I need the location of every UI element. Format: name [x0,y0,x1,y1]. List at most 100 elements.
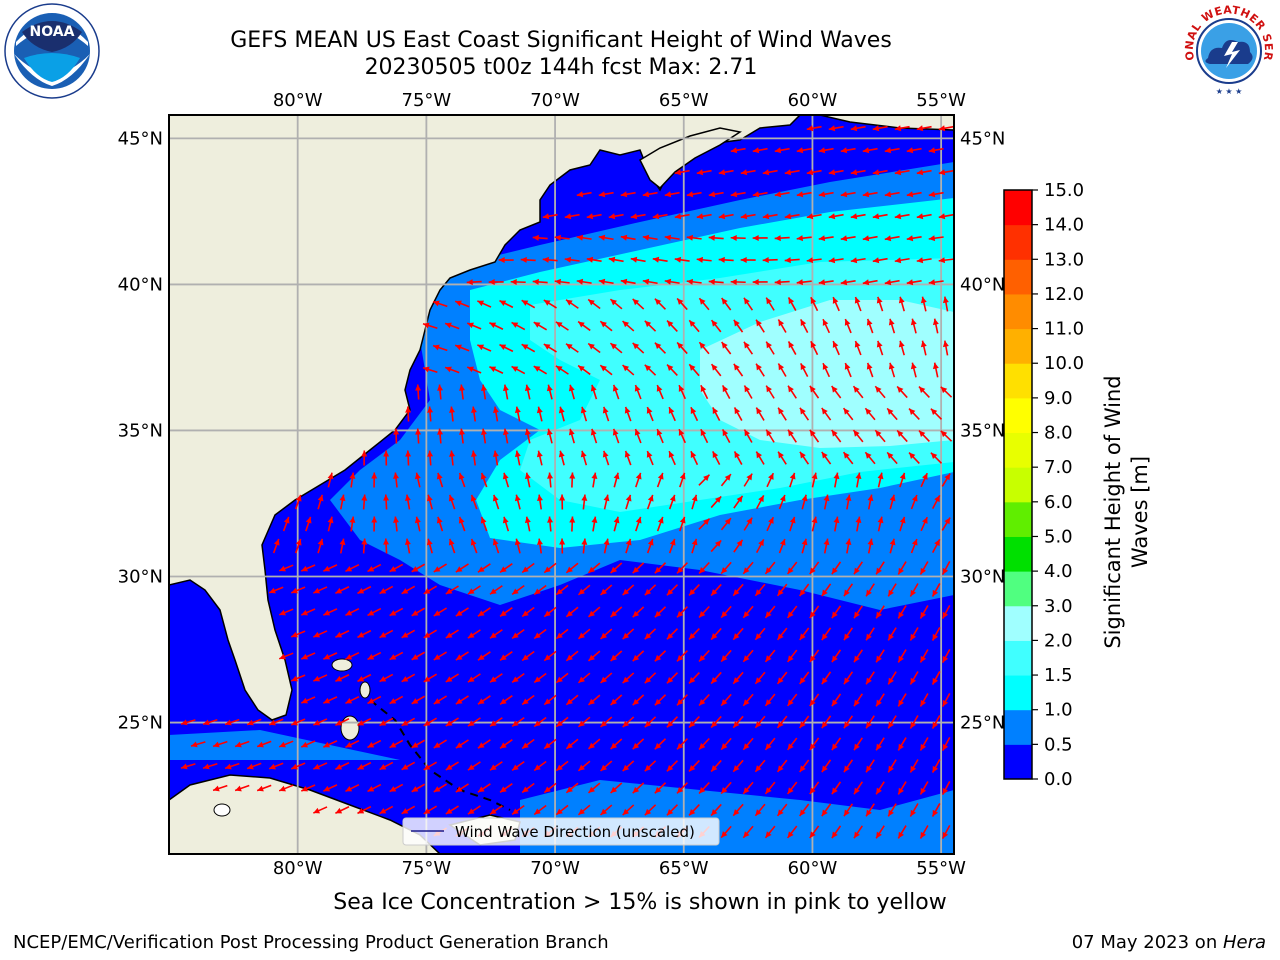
wave-arrow-head [733,633,740,640]
wave-arrow-head [743,567,750,574]
wave-arrow-head [810,341,817,348]
wave-arrow-head [612,384,619,392]
wave-arrow-head [642,278,650,285]
wave-arrow-head [833,472,840,480]
wave-arrow-head [269,763,276,770]
wave-arrow-head [389,610,397,616]
wave-arrow-head [564,213,572,220]
wave-arrow-head [313,763,321,770]
wave-arrow-head [480,384,487,391]
wave-arrow-head [938,257,946,264]
wave-arrow-head [581,494,588,501]
wave-arrow-head [932,809,939,817]
wave-arrow-head [787,611,794,618]
wave-arrow-head [867,538,874,546]
wave-arrow-head [512,632,519,639]
wave-arrow-head [733,363,740,371]
wave-arrow-head [910,809,917,817]
wave-arrow-head [799,721,806,728]
wave-arrow-head [942,296,949,304]
colorbar-tick-label: 1.5 [1044,665,1073,686]
credit-host: Hera [1222,932,1266,953]
wave-arrow-head [512,720,519,727]
wave-arrow-head [898,567,904,575]
wave-arrow-head [778,407,784,415]
wave-arrow-head [415,384,422,391]
wave-arrow-head [610,742,618,750]
wave-arrow-head [654,742,662,750]
wave-arrow-head [666,808,674,816]
wave-arrow-head [467,366,474,373]
wave-arrow-head [433,566,441,572]
wave-arrow-head [566,299,573,306]
wave-arrow-head [257,785,264,792]
wave-arrow-head [831,787,838,795]
wave-arrow-head [657,516,664,524]
wave-arrow-head [897,386,904,393]
colorbar-tick-label: 4.0 [1044,561,1073,582]
wave-arrow-head [345,565,353,572]
wave-arrow-head [404,494,411,502]
wave-arrow-head [620,278,628,285]
wave-arrow-head [547,516,554,523]
wave-arrow-head [383,538,390,545]
wave-arrow-head [235,785,242,792]
wave-arrow-head [203,763,210,770]
wave-arrow-head [699,342,706,349]
wave-arrow-head [522,610,529,617]
wave-arrow-head [766,429,772,437]
wave-arrow-head [578,764,585,771]
wave-arrow-head [942,567,949,575]
wave-arrow-head [521,344,529,350]
wave-arrow-head [520,256,527,263]
wave-arrow-head [746,473,753,481]
wave-arrow-head [894,257,902,264]
wave-arrow-head [765,787,772,794]
wave-arrow-head [317,494,324,502]
wave-arrow-head [423,322,430,329]
wave-arrow-head [327,516,334,524]
wave-arrow-head [766,385,772,393]
wave-arrow-head [899,472,906,480]
wave-arrow-head [301,741,308,748]
wave-arrow-head [664,234,672,241]
wave-arrow-head [674,256,682,263]
wave-arrow-head [920,340,927,348]
colorbar-frame [1003,189,1033,780]
noaa-logo: NOAA [4,3,100,99]
wave-arrow-head [762,213,770,220]
wave-arrow-head [888,677,894,685]
wave-arrow-head [674,213,682,220]
wave-arrow-head [916,125,924,132]
wave-arrow-head [821,677,828,685]
wave-arrow-head [787,567,794,574]
wave-arrow-head [910,633,917,641]
wave-arrow-head [383,450,390,457]
wave-arrow-head [888,362,895,370]
wave-arrow-head [544,654,551,661]
lat-tick-label: 40°N [118,274,163,295]
wave-arrow-head [876,831,882,839]
wave-arrow-head [455,300,462,307]
wave-arrow-head [932,765,939,773]
wave-arrow-head [752,235,759,242]
wave-arrow-head [511,366,519,372]
wave-arrow-head [884,279,892,286]
wave-arrow-head [920,831,927,839]
wave-arrow-head [909,452,916,459]
wave-arrow-head [436,472,443,480]
wave-arrow-head [821,407,828,415]
wave-arrow-head [940,386,948,394]
wave-arrow-head [679,472,686,480]
wave-arrow-head [426,494,433,502]
wave-arrow-head [884,191,892,198]
wave-arrow-head [357,763,365,770]
wave-arrow-head [855,516,862,524]
wave-arrow-head [733,319,740,327]
wave-arrow-head [766,297,772,305]
wave-arrow-head [608,256,616,263]
wave-arrow-head [632,298,640,306]
wave-arrow-head [313,719,321,726]
map-subtitle: 20230505 t00z 144h fcst Max: 2.71 [364,55,758,80]
